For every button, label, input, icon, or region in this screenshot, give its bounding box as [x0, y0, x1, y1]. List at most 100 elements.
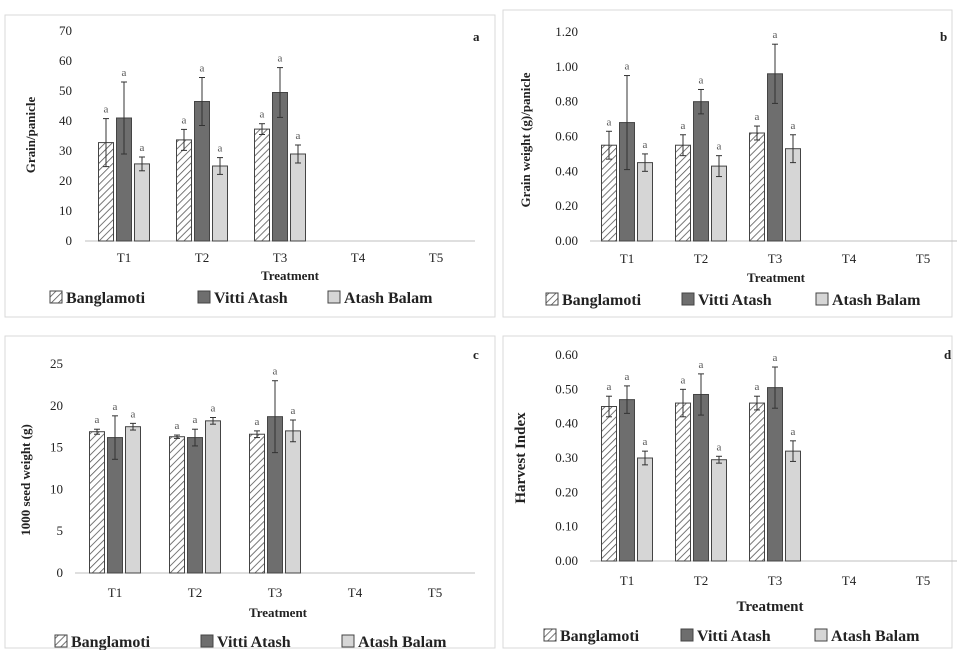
- bar-atash-balam-t2: [711, 165, 727, 242]
- significance-label: a: [211, 403, 216, 415]
- y-tick-label: 70: [59, 23, 72, 38]
- panel-b-frame: [502, 9, 953, 318]
- significance-label: a: [200, 63, 205, 75]
- bar-vitti-atash-t2: [187, 437, 203, 574]
- legend-label-atash-balam: Atash Balam: [832, 292, 921, 309]
- x-tick-label: T4: [842, 251, 857, 266]
- bar-atash-balam-t1: [125, 426, 141, 574]
- y-tick-label: 10: [59, 203, 72, 218]
- legend-swatch-vitti-atash: [680, 628, 694, 642]
- panel-c-legend: Banglamoti Vitti Atash Atash Balam: [54, 634, 447, 650]
- significance-label: a: [791, 120, 796, 132]
- bar-vitti-atash-t1: [619, 399, 635, 562]
- y-tick-label: 0: [66, 233, 73, 248]
- x-tick-label: T4: [842, 573, 857, 588]
- y-tick-label: 1.00: [555, 59, 578, 74]
- significance-label: a: [643, 436, 648, 448]
- panel-d-legend: Banglamoti Vitti Atash Atash Balam: [543, 628, 920, 645]
- bar-atash-balam-t1: [134, 163, 150, 242]
- significance-label: a: [255, 416, 260, 428]
- bar-banglamoti-t1: [601, 406, 617, 562]
- legend-label-banglamoti: Banglamoti: [562, 292, 642, 309]
- bar-atash-balam-t2: [205, 420, 221, 574]
- legend-label-vitti-atash: Vitti Atash: [214, 290, 288, 307]
- significance-label: a: [104, 104, 109, 116]
- significance-label: a: [260, 109, 265, 121]
- legend-label-banglamoti: Banglamoti: [66, 290, 146, 307]
- panel-c-ylabel: 1000 seed weight (g): [18, 424, 33, 536]
- legend-label-atash-balam: Atash Balam: [358, 634, 447, 650]
- y-tick-label: 0.40: [555, 416, 578, 431]
- bar-banglamoti-t3: [749, 402, 765, 562]
- panel-b-letter: b: [940, 29, 947, 44]
- legend-swatch-atash-balam: [327, 290, 341, 304]
- panel-a-xlabel: Treatment: [261, 268, 320, 283]
- legend-swatch-vitti-atash: [681, 292, 695, 306]
- significance-label: a: [625, 61, 630, 73]
- significance-label: a: [717, 441, 722, 453]
- x-tick-label: T1: [620, 251, 634, 266]
- y-tick-label: 0.10: [555, 519, 578, 534]
- panel-d-letter: d: [944, 347, 952, 362]
- y-tick-label: 30: [59, 143, 72, 158]
- panel-a-legend: Banglamoti Vitti Atash Atash Balam: [49, 290, 433, 307]
- significance-label: a: [113, 401, 118, 413]
- y-tick-label: 0.80: [555, 94, 578, 109]
- panel-d-ylabel: Harvest Index: [513, 412, 529, 504]
- bar-atash-balam-t3: [290, 153, 306, 242]
- x-tick-label: T3: [768, 573, 782, 588]
- bar-banglamoti-t2: [675, 144, 691, 242]
- significance-label: a: [625, 371, 630, 383]
- x-tick-label: T1: [117, 250, 131, 265]
- significance-label: a: [607, 116, 612, 128]
- y-tick-label: 1.20: [555, 24, 578, 39]
- x-tick-label: T4: [351, 250, 366, 265]
- plot-area-panel-c: 0 5 10 15 20 25 T1 a a a T2 a a a T3 a a a T4 T5: [50, 356, 475, 600]
- significance-label: a: [296, 130, 301, 142]
- x-tick-label: T2: [188, 585, 202, 600]
- panel-d-xlabel: Treatment: [737, 599, 804, 615]
- panel-a-letter: a: [473, 29, 480, 44]
- y-tick-label: 15: [50, 440, 63, 455]
- y-tick-label: 20: [50, 398, 63, 413]
- significance-label: a: [291, 405, 296, 417]
- y-tick-label: 0: [57, 565, 64, 580]
- bar-atash-balam-t1: [637, 162, 653, 242]
- y-tick-label: 40: [59, 113, 72, 128]
- y-tick-label: 0.60: [555, 129, 578, 144]
- bar-atash-balam-t2: [212, 165, 228, 242]
- significance-label: a: [273, 366, 278, 378]
- y-tick-label: 10: [50, 481, 63, 496]
- x-tick-label: T2: [694, 251, 708, 266]
- significance-label: a: [755, 381, 760, 393]
- panel-d-frame: [502, 335, 953, 649]
- x-tick-label: T3: [768, 251, 782, 266]
- legend-swatch-atash-balam: [815, 292, 829, 306]
- significance-label: a: [699, 74, 704, 86]
- panel-c-letter: c: [473, 347, 479, 362]
- bar-banglamoti-t3: [249, 433, 265, 574]
- y-tick-label: 0.20: [555, 484, 578, 499]
- significance-label: a: [607, 381, 612, 393]
- significance-label: a: [218, 143, 223, 155]
- y-tick-label: 60: [59, 53, 72, 68]
- plot-area-panel-d: 0.00 0.10 0.20 0.30 0.40 0.50 0.60 T1 a a a T2 a a a T3…: [555, 347, 957, 588]
- x-tick-label: T2: [694, 573, 708, 588]
- significance-label: a: [140, 142, 145, 154]
- y-tick-label: 25: [50, 356, 63, 371]
- bar-banglamoti-t2: [176, 139, 192, 242]
- panel-b-ylabel: Grain weight (g)/panicle: [518, 72, 533, 207]
- legend-swatch-banglamoti: [545, 292, 559, 306]
- panel-c-frame: [4, 335, 496, 649]
- x-tick-label: T5: [428, 585, 442, 600]
- y-tick-label: 0.00: [555, 233, 578, 248]
- significance-label: a: [699, 359, 704, 371]
- bar-atash-balam-t2: [711, 459, 727, 562]
- bar-atash-balam-t3: [785, 450, 801, 562]
- legend-swatch-atash-balam: [814, 628, 828, 642]
- significance-label: a: [193, 414, 198, 426]
- significance-label: a: [773, 352, 778, 364]
- significance-label: a: [717, 141, 722, 153]
- bar-vitti-atash-t3: [767, 387, 783, 562]
- legend-label-vitti-atash: Vitti Atash: [697, 628, 771, 645]
